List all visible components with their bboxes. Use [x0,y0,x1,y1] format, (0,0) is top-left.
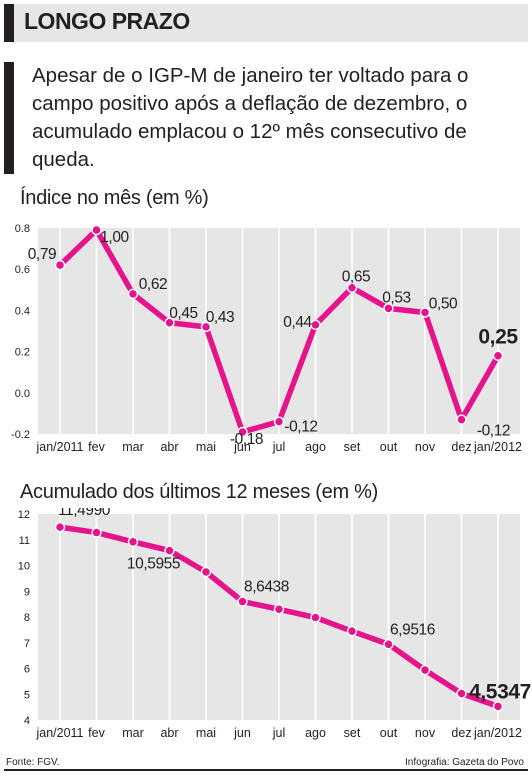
data-point [310,612,321,623]
x-tick-label: dez [451,440,471,454]
y-tick-label: 10 [18,561,30,573]
lead-accent-bar [4,62,14,174]
header-bar [4,4,528,42]
footer-credit: Infografia: Gazeta do Povo [405,757,524,768]
x-tick-label: mar [122,726,144,740]
data-label: 6,9516 [390,621,435,638]
x-tick-label: mai [196,726,216,740]
data-point [91,224,102,236]
data-label: 0,45 [169,305,198,322]
x-tick-label: out [380,726,398,740]
page-title: LONGO PRAZO [24,8,190,34]
x-tick-label: set [344,726,361,740]
data-point [419,307,431,318]
data-point [127,536,139,548]
data-label: 10,5955 [127,556,180,573]
y-tick-label: 0.8 [15,223,30,235]
x-tick-label: ago [305,726,326,740]
data-label: 0,43 [206,309,235,326]
x-tick-label: out [380,440,398,454]
chart-monthly-index: 0.8 0.6 0.4 0.2 0.0 -0.2 jan/2011 fev mar abr mai j… [11,223,522,454]
footer-rule [4,769,528,771]
data-point [310,319,321,331]
data-point [54,521,66,533]
data-label: 1,00 [100,229,129,246]
y-tick-label: 11 [19,535,30,547]
chart-monthly-title: Índice no mês (em %) [20,187,209,209]
x-tick-label: jul [272,440,286,454]
y-tick-label: -0.2 [11,429,30,441]
x-tick-label: jun [233,440,251,454]
x-tick-label: nov [415,440,436,454]
y-tick-label: 12 [18,509,30,521]
data-label: 0,65 [342,269,371,286]
y-tick-label: 9 [24,586,30,598]
x-tick-label: fev [88,440,105,454]
data-point [200,321,212,333]
y-tick-label: 8 [24,612,30,624]
data-label: 0,44 [283,314,312,331]
x-tick-label: fev [88,726,105,740]
x-tick-label: jun [233,726,251,740]
data-point [456,688,467,699]
x-tick-label: set [344,440,361,454]
data-label: 11,4990 [58,508,111,519]
data-label: 0,62 [139,276,168,293]
data-point [164,317,175,329]
x-tick-label: mar [122,440,144,454]
chart-accumulated-title: Acumulado dos últimos 12 meses (em %) [20,481,378,503]
lead-paragraph: Apesar de o IGP-M de janeiro ter voltado… [32,64,469,171]
x-tick-label: dez [451,726,471,740]
data-label: 0,25 [478,326,518,349]
x-tick-label: nov [415,726,436,740]
data-point [383,303,394,314]
x-tick-label: jan/2012 [473,726,522,740]
footer-source: Fonte: FGV. [6,757,60,768]
y-tick-label: 0.2 [15,347,30,359]
data-point [346,625,358,637]
data-point [237,426,248,438]
y-tick-label: 0.0 [15,388,30,400]
y-tick-label: 0.6 [15,264,30,276]
y-tick-label: 6 [24,664,30,676]
data-label: -0,12 [477,423,510,440]
y-tick-label: 4 [24,715,30,727]
x-tick-label: mai [196,440,216,454]
y-tick-label: 7 [24,638,30,650]
x-tick-label: abr [160,726,178,740]
data-label: 0,50 [429,295,458,312]
data-point [383,639,394,650]
data-label: 4,5347 [469,680,531,703]
data-label: -0,12 [284,419,317,436]
y-tick-label: 0.4 [15,305,30,317]
data-point [237,596,248,607]
data-point [54,259,66,271]
data-point [200,566,212,578]
data-label: -0,18 [230,431,263,448]
y-tick-label: 5 [24,689,30,701]
data-label: 0,79 [28,246,57,263]
data-point [91,527,102,538]
data-point [127,288,139,300]
header-accent-bar [4,4,14,42]
data-point [492,350,504,361]
chart-accumulated-12-months: 12 11 10 9 8 7 6 5 4 jan/2011 fev mar abr mai jun jul ag… [18,508,532,740]
data-point [273,604,285,615]
x-tick-label: jan/2012 [473,440,522,454]
x-tick-label: jan/2011 [35,726,83,740]
data-label: 8,6438 [244,579,289,596]
x-tick-label: ago [305,440,326,454]
x-tick-label: jul [272,726,286,740]
data-point [164,545,175,556]
data-point [346,282,358,293]
x-tick-label: jan/2011 [35,440,83,454]
data-point [419,664,431,676]
data-point [456,414,467,425]
data-point [273,416,285,427]
data-label: 0,53 [382,289,411,306]
data-point [492,701,504,712]
x-tick-label: abr [160,440,178,454]
